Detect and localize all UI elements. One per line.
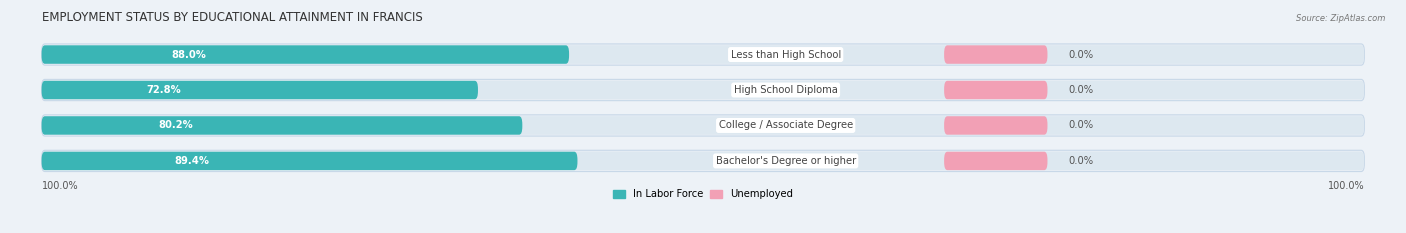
Text: 0.0%: 0.0% [1069, 85, 1094, 95]
FancyBboxPatch shape [42, 45, 569, 64]
FancyBboxPatch shape [945, 81, 1047, 99]
Text: 72.8%: 72.8% [146, 85, 181, 95]
Text: College / Associate Degree: College / Associate Degree [718, 120, 853, 130]
Text: EMPLOYMENT STATUS BY EDUCATIONAL ATTAINMENT IN FRANCIS: EMPLOYMENT STATUS BY EDUCATIONAL ATTAINM… [42, 11, 422, 24]
Text: High School Diploma: High School Diploma [734, 85, 838, 95]
FancyBboxPatch shape [42, 152, 1364, 170]
FancyBboxPatch shape [42, 150, 1364, 171]
FancyBboxPatch shape [42, 81, 1364, 99]
FancyBboxPatch shape [945, 45, 1047, 64]
FancyBboxPatch shape [945, 152, 1047, 170]
Legend: In Labor Force, Unemployed: In Labor Force, Unemployed [613, 189, 793, 199]
Text: Source: ZipAtlas.com: Source: ZipAtlas.com [1295, 14, 1385, 23]
FancyBboxPatch shape [42, 45, 1364, 64]
Text: Bachelor's Degree or higher: Bachelor's Degree or higher [716, 156, 856, 166]
FancyBboxPatch shape [42, 81, 478, 99]
FancyBboxPatch shape [42, 79, 1364, 101]
Text: Less than High School: Less than High School [731, 50, 841, 60]
Text: 0.0%: 0.0% [1069, 156, 1094, 166]
FancyBboxPatch shape [42, 44, 1364, 65]
Text: 80.2%: 80.2% [159, 120, 194, 130]
FancyBboxPatch shape [42, 115, 1364, 136]
Text: 100.0%: 100.0% [42, 182, 79, 192]
Text: 0.0%: 0.0% [1069, 50, 1094, 60]
Text: 88.0%: 88.0% [172, 50, 207, 60]
FancyBboxPatch shape [42, 116, 1364, 135]
Text: 0.0%: 0.0% [1069, 120, 1094, 130]
FancyBboxPatch shape [945, 116, 1047, 135]
FancyBboxPatch shape [42, 152, 578, 170]
Text: 89.4%: 89.4% [174, 156, 209, 166]
Text: 100.0%: 100.0% [1327, 182, 1364, 192]
FancyBboxPatch shape [42, 116, 522, 135]
